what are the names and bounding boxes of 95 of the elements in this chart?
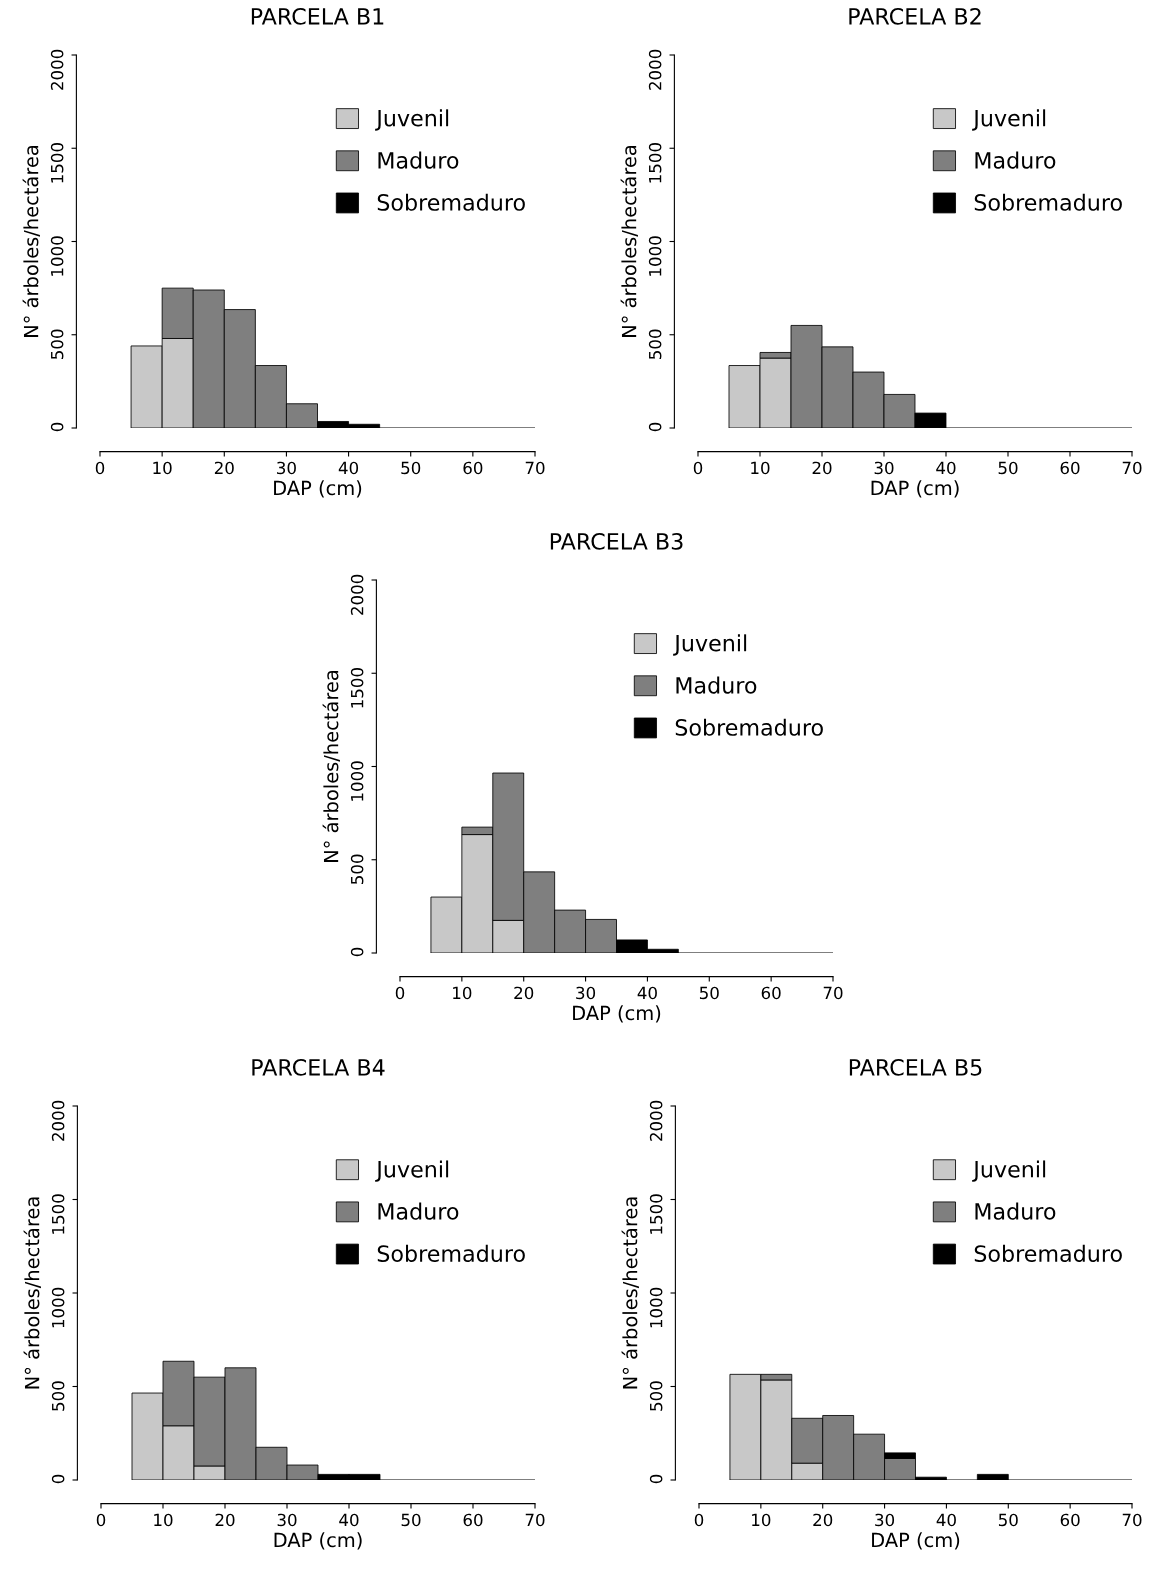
y-tick-label: 0	[649, 1474, 663, 1484]
chart-title: PARCELA B2	[849, 7, 981, 25]
y-tick-label: 1000	[50, 236, 64, 276]
legend-label: Sobremaduro	[675, 718, 823, 736]
x-tick-label: 20	[214, 461, 234, 475]
y-axis-title: N° árboles/hectárea	[621, 1197, 639, 1389]
y-tick-label: 500	[648, 329, 662, 359]
y-tick-label: 0	[50, 422, 64, 432]
legend-label: Sobremaduro	[974, 193, 1122, 211]
x-tick-label: 50	[998, 461, 1018, 475]
legend-label: Juvenil	[375, 109, 449, 131]
y-tick-label: 1000	[350, 761, 364, 801]
legend-label: Sobremaduro	[974, 1244, 1122, 1262]
y-tick-label: 0	[350, 947, 364, 957]
y-tick-label: 2000	[50, 49, 64, 90]
x-axis-title: DAP (cm)	[871, 480, 959, 498]
x-tick-label: 20	[215, 1513, 235, 1527]
legend-label: Sobremaduro	[377, 1244, 525, 1262]
x-tick-label: 40	[637, 986, 657, 1000]
y-tick-label: 1500	[51, 1194, 65, 1234]
y-axis-title: N° árboles/hectárea	[22, 145, 40, 337]
y-tick-label: 1000	[51, 1287, 65, 1328]
y-axis-title: N° árboles/hectárea	[620, 145, 638, 337]
y-tick-label: 500	[350, 854, 364, 884]
x-tick-label: 20	[813, 1513, 833, 1527]
x-tick-label: 50	[401, 461, 421, 475]
x-tick-label: 40	[936, 461, 956, 475]
y-tick-label: 2000	[648, 49, 662, 90]
y-tick-label: 1500	[648, 143, 662, 183]
y-tick-label: 2000	[350, 574, 364, 615]
x-axis-title: DAP (cm)	[872, 1532, 960, 1550]
legend-label: Juvenil	[972, 1160, 1046, 1182]
x-tick-label: 40	[936, 1513, 956, 1527]
x-tick-label: 60	[1060, 461, 1080, 475]
x-tick-label: 10	[752, 1513, 771, 1527]
y-tick-label: 2000	[649, 1100, 663, 1141]
x-tick-label: 0	[694, 1513, 704, 1527]
x-tick-label: 60	[761, 986, 781, 1000]
y-tick-label: 1500	[350, 668, 364, 708]
x-tick-label: 10	[453, 986, 472, 1000]
x-tick-label: 30	[875, 1513, 895, 1527]
legend-label: Maduro	[975, 151, 1056, 169]
x-tick-label: 60	[463, 461, 483, 475]
y-tick-label: 500	[50, 329, 64, 359]
x-tick-label: 40	[339, 1513, 359, 1527]
x-tick-label: 0	[96, 1513, 106, 1527]
legend-label: Maduro	[975, 1202, 1056, 1220]
y-tick-label: 500	[649, 1381, 663, 1411]
y-tick-label: 1500	[50, 143, 64, 183]
x-tick-label: 30	[576, 986, 596, 1000]
legend-label: Maduro	[378, 1202, 459, 1220]
x-tick-label: 0	[693, 461, 703, 475]
y-tick-label: 0	[648, 422, 662, 432]
y-tick-label: 2000	[51, 1100, 65, 1141]
x-tick-label: 60	[463, 1513, 483, 1527]
legend-label: Maduro	[378, 151, 459, 169]
x-tick-label: 70	[1122, 1513, 1142, 1527]
y-tick-label: 1000	[648, 236, 662, 276]
x-tick-label: 40	[338, 461, 359, 475]
x-tick-label: 30	[874, 461, 894, 475]
x-tick-label: 10	[154, 1513, 173, 1527]
y-axis-title: N° árboles/hectárea	[322, 670, 340, 862]
x-tick-label: 10	[751, 461, 770, 475]
x-tick-label: 50	[699, 986, 719, 1000]
x-tick-label: 0	[95, 461, 105, 475]
x-tick-label: 30	[277, 1513, 297, 1527]
x-tick-label: 20	[514, 986, 534, 1000]
y-tick-label: 1000	[649, 1287, 663, 1328]
x-tick-label: 10	[153, 461, 172, 475]
legend-label: Maduro	[676, 676, 757, 694]
x-tick-label: 30	[277, 461, 296, 475]
x-tick-label: 70	[823, 986, 843, 1000]
y-axis-title: N° árboles/hectárea	[23, 1197, 41, 1389]
x-tick-label: 60	[1060, 1513, 1080, 1527]
x-axis-title: DAP (cm)	[274, 1532, 362, 1550]
x-axis-title: DAP (cm)	[573, 1005, 661, 1023]
x-tick-label: 70	[525, 461, 545, 475]
y-tick-label: 500	[51, 1381, 65, 1411]
x-tick-label: 50	[401, 1513, 421, 1527]
x-tick-label: 20	[812, 461, 832, 475]
legend-label: Juvenil	[673, 634, 747, 656]
x-tick-label: 0	[395, 986, 405, 1000]
chart-title: PARCELA B3	[550, 532, 683, 550]
x-tick-label: 70	[1122, 461, 1142, 475]
chart-title: PARCELA B4	[252, 1058, 385, 1076]
legend-label: Juvenil	[972, 109, 1046, 131]
x-tick-label: 70	[525, 1513, 545, 1527]
x-axis-title: DAP (cm)	[274, 480, 362, 498]
y-tick-label: 1500	[649, 1194, 663, 1234]
legend-label: Juvenil	[375, 1160, 449, 1182]
legend-label: Sobremaduro	[377, 193, 525, 211]
chart-title: PARCELA B5	[849, 1058, 982, 1076]
y-tick-label: 0	[51, 1474, 65, 1484]
x-tick-label: 50	[998, 1513, 1018, 1527]
chart-title: PARCELA B1	[251, 7, 384, 25]
